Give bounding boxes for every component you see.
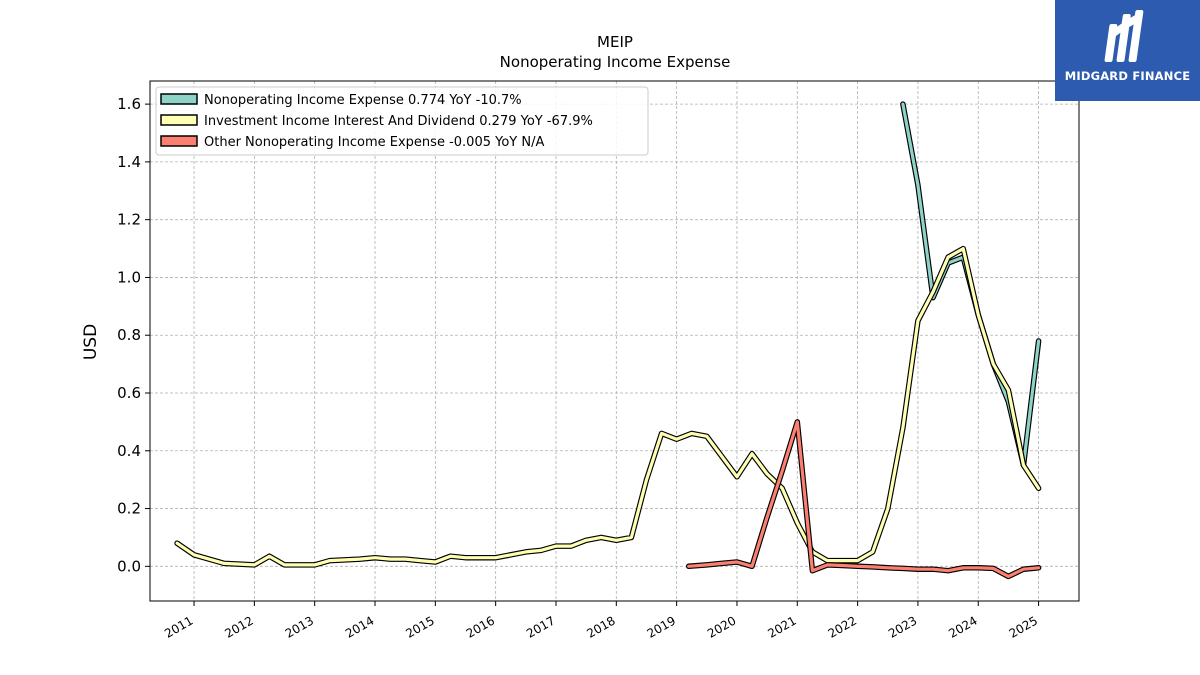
plot-frame <box>149 80 1080 602</box>
y-tick-label: 1.0 <box>117 268 141 286</box>
y-tick-label: 0.6 <box>117 384 141 402</box>
y-tick-label: 0.8 <box>117 326 141 344</box>
x-tick-label: 2016 <box>464 613 497 640</box>
legend-box <box>155 86 649 156</box>
grid-lines <box>150 81 1079 601</box>
legend-swatch <box>160 135 198 147</box>
series-other-nonoperating-income-expense <box>685 419 1042 580</box>
legend-label: Investment Income Interest And Dividend … <box>204 114 593 129</box>
x-tick-label: 2023 <box>886 613 919 640</box>
x-tick-label: 2019 <box>645 613 678 640</box>
y-tick-label: 0.4 <box>117 442 141 460</box>
x-tick-label: 2017 <box>524 613 557 640</box>
x-tick-label: 2021 <box>765 613 798 640</box>
x-tick-label: 2024 <box>946 613 979 640</box>
x-tick-label: 2018 <box>584 613 617 640</box>
x-tick-label: 2014 <box>343 613 376 640</box>
legend: Nonoperating Income Expense 0.774 YoY -1… <box>155 86 649 156</box>
series-outline <box>685 419 1042 580</box>
x-tick-label: 2012 <box>222 613 255 640</box>
brand-name: MIDGARD FINANCE <box>1064 69 1191 83</box>
x-tick-label: 2011 <box>162 613 195 640</box>
logo-mark-icon <box>1104 10 1144 62</box>
x-tick-label: 2020 <box>705 613 738 640</box>
series-investment-income-interest-and-dividend <box>174 245 1042 568</box>
y-tick-label: 0.0 <box>117 557 141 575</box>
chart-title: MEIP <box>597 33 633 51</box>
legend-swatch <box>160 93 198 105</box>
series-layer <box>174 101 1042 580</box>
y-tick-label: 0.2 <box>117 500 141 518</box>
series-line <box>687 420 1041 579</box>
x-tick-label: 2015 <box>403 613 436 640</box>
y-tick-label: 1.4 <box>117 153 141 171</box>
x-tick-label: 2025 <box>1007 613 1040 640</box>
legend-swatch <box>160 114 198 126</box>
legend-label: Nonoperating Income Expense 0.774 YoY -1… <box>204 93 522 108</box>
y-tick-label: 1.2 <box>117 211 141 229</box>
y-tick-label: 1.6 <box>117 95 141 113</box>
series-outline <box>174 245 1042 568</box>
brand-logo: MIDGARD FINANCE <box>1055 0 1200 101</box>
x-tick-label: 2013 <box>283 613 316 640</box>
series-line <box>175 247 1041 567</box>
axis-ticks: 0.0 0.2 0.4 0.6 0.8 1.0 1.2 1.4 1.6 2011 2012 2013 2… <box>117 95 1040 641</box>
legend-label: Other Nonoperating Income Expense -0.005… <box>204 135 544 150</box>
y-axis-label: USD <box>81 324 101 360</box>
x-tick-label: 2022 <box>826 613 859 640</box>
chart-subtitle: Nonoperating Income Expense <box>500 53 731 71</box>
